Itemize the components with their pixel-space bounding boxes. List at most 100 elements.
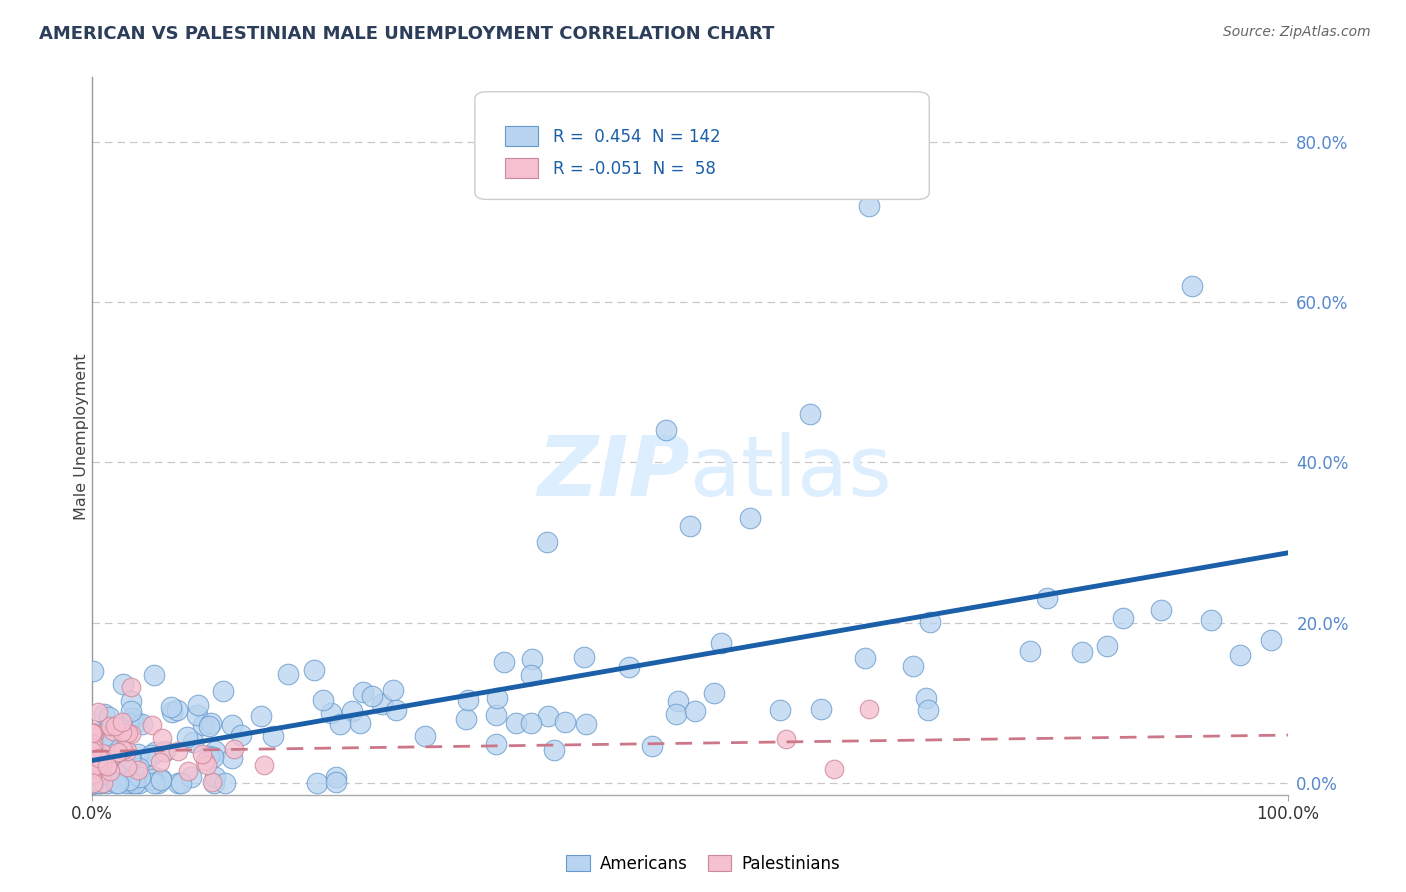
Point <box>312 692 335 706</box>
Point <box>82 726 104 740</box>
Point <box>679 519 702 533</box>
Point <box>520 716 543 731</box>
Point <box>82 746 104 760</box>
Point <box>127 764 149 778</box>
Point <box>810 702 832 716</box>
Point <box>457 692 479 706</box>
Text: Source: ZipAtlas.com: Source: ZipAtlas.com <box>1223 25 1371 39</box>
Point <box>321 706 343 720</box>
Point <box>361 689 384 703</box>
Point <box>82 744 104 758</box>
Point <box>83 739 105 754</box>
Point <box>146 776 169 790</box>
Point <box>98 718 121 732</box>
Point <box>127 747 149 761</box>
Point <box>83 751 105 765</box>
Point <box>111 724 134 739</box>
Point <box>202 776 225 790</box>
Point <box>853 651 876 665</box>
Point <box>93 707 115 722</box>
Point <box>139 747 162 762</box>
Point <box>129 770 152 784</box>
Point <box>683 704 706 718</box>
Point <box>86 765 108 780</box>
Point <box>484 737 506 751</box>
Point <box>96 759 118 773</box>
Point <box>224 741 246 756</box>
Point <box>111 715 134 730</box>
Point <box>114 762 136 776</box>
Point <box>193 717 215 731</box>
Point <box>349 715 371 730</box>
Point <box>82 776 104 790</box>
Point <box>96 731 118 745</box>
Point <box>901 659 924 673</box>
Point <box>384 703 406 717</box>
Point <box>641 739 664 753</box>
Point <box>96 776 118 790</box>
Point <box>204 771 226 785</box>
Point <box>83 776 105 790</box>
Point <box>124 776 146 790</box>
Point <box>520 668 543 682</box>
Point <box>118 775 141 789</box>
Point <box>82 766 104 780</box>
Point <box>121 711 143 725</box>
Point <box>277 667 299 681</box>
Point <box>100 764 122 778</box>
Point <box>82 754 104 768</box>
Point <box>665 707 688 722</box>
Point <box>149 772 172 786</box>
Text: R = -0.051  N =  58: R = -0.051 N = 58 <box>553 161 716 178</box>
Point <box>799 407 821 421</box>
Point <box>91 757 114 772</box>
Point <box>505 716 527 731</box>
Point <box>214 775 236 789</box>
Point <box>325 774 347 789</box>
Point <box>82 740 104 755</box>
Point <box>187 698 209 713</box>
Point <box>83 729 105 743</box>
Point <box>176 730 198 744</box>
Point <box>98 710 121 724</box>
Point <box>82 750 104 764</box>
Point <box>221 717 243 731</box>
Point <box>150 772 173 787</box>
Point <box>139 772 162 786</box>
Point <box>250 708 273 723</box>
Point <box>83 759 105 773</box>
Point <box>125 715 148 730</box>
Point <box>382 682 405 697</box>
Point <box>353 685 375 699</box>
Point <box>180 770 202 784</box>
FancyBboxPatch shape <box>505 126 538 145</box>
Point <box>617 660 640 674</box>
Point <box>82 665 104 679</box>
Point <box>82 741 104 756</box>
Point <box>167 776 190 790</box>
Point <box>103 730 125 744</box>
FancyBboxPatch shape <box>505 158 538 178</box>
Point <box>82 725 104 739</box>
Point <box>141 769 163 783</box>
Point <box>97 738 120 752</box>
Point <box>104 776 127 790</box>
Point <box>229 728 252 742</box>
Point <box>152 745 174 759</box>
Point <box>105 722 128 736</box>
Point <box>143 745 166 759</box>
Point <box>82 741 104 756</box>
Point <box>93 729 115 743</box>
Point <box>91 776 114 790</box>
Point <box>160 705 183 719</box>
Point <box>82 748 104 763</box>
Point <box>101 723 124 738</box>
Point <box>141 718 163 732</box>
Point <box>153 744 176 758</box>
FancyBboxPatch shape <box>475 92 929 200</box>
Point <box>775 732 797 747</box>
Legend: Americans, Palestinians: Americans, Palestinians <box>560 848 846 880</box>
Point <box>115 760 138 774</box>
Point <box>82 737 104 751</box>
Point <box>1095 639 1118 653</box>
